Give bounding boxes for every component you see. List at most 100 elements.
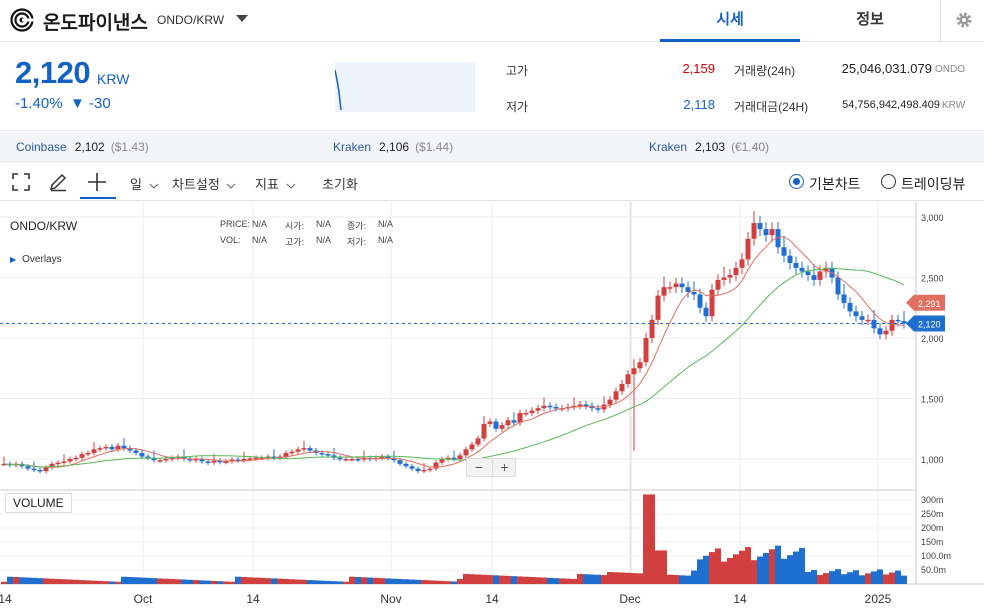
mini-price-chart — [334, 62, 475, 112]
chevron-down-icon — [227, 183, 236, 189]
exchange-item[interactable]: Kraken 2,103 (€1.40) — [649, 140, 769, 154]
candle-body — [301, 448, 307, 450]
volume-bar — [517, 576, 523, 584]
volume-bar — [625, 572, 631, 584]
ohlc-vol-value: N/A — [252, 235, 268, 245]
volume-bar — [289, 579, 295, 584]
exchange-item[interactable]: Coinbase 2,102 ($1.43) — [16, 140, 149, 154]
volume-bar — [403, 579, 409, 584]
volume-bar — [889, 572, 895, 584]
volume-label: 거래량(24h) — [734, 64, 796, 78]
settings-button[interactable] — [940, 0, 984, 42]
volume-tick-label: 200m — [921, 523, 944, 533]
candlestick-chart-svg[interactable]: 3,000 2,500 2,000 1,500 1,000 300m 250m 200m 150… — [0, 202, 984, 613]
candle-body — [799, 267, 805, 272]
candle-body — [607, 399, 613, 405]
chevron-down-icon[interactable] — [236, 15, 248, 23]
volume-bar — [697, 559, 703, 584]
overlays-toggle[interactable]: ▶ Overlays — [10, 254, 62, 265]
tab-info[interactable]: 정보 — [856, 11, 884, 28]
volume-bar — [445, 581, 451, 584]
change-amount: ▼ -30 — [70, 95, 111, 112]
high-value: 2,159 — [682, 61, 715, 76]
volume-bar — [97, 580, 103, 584]
volume-bar — [841, 574, 847, 584]
candle-body — [247, 458, 253, 460]
candle-body — [121, 445, 127, 449]
volume-bar — [115, 581, 121, 584]
volume-bar — [847, 572, 853, 584]
candle-body — [445, 457, 451, 460]
volume-bar — [763, 552, 769, 584]
exchange-name: Coinbase — [16, 140, 67, 154]
price-chart[interactable]: 3,000 2,500 2,000 1,500 1,000 300m 250m 200m 150… — [0, 202, 984, 613]
y-tick-label: 2,500 — [921, 274, 944, 284]
candle-body — [133, 450, 139, 453]
tab-price[interactable]: 시세 — [660, 0, 800, 42]
volume-bar — [91, 580, 97, 584]
candle-body — [355, 459, 361, 461]
candle-body — [25, 466, 31, 469]
coin-name[interactable]: 온도파이낸스 — [43, 13, 148, 34]
tradingview-radio[interactable] — [881, 174, 896, 189]
draw-pencil-icon[interactable] — [48, 172, 68, 192]
basic-chart-radio[interactable] — [789, 174, 804, 189]
candle-body — [157, 460, 163, 462]
volume-bar — [355, 577, 361, 584]
crosshair-tool-button[interactable] — [80, 169, 116, 199]
candle-body — [505, 420, 511, 426]
candle-body — [823, 267, 829, 272]
volume-bar — [685, 575, 691, 584]
candle-body — [661, 287, 667, 296]
indicators-menu[interactable]: 지표 — [255, 174, 296, 193]
candle-body — [625, 374, 631, 384]
ohlc-high-label: 고가: — [285, 237, 305, 247]
reset-button[interactable]: 초기화 — [322, 177, 358, 192]
exchange-fx: ($1.44) — [415, 140, 454, 154]
y-tick-label: 3,000 — [921, 213, 944, 223]
candle-body — [781, 247, 787, 256]
volume-bar — [571, 578, 577, 584]
interval-select[interactable]: 일 — [130, 174, 159, 193]
candle-body — [631, 368, 637, 375]
ma-short-line — [3, 236, 905, 468]
volume-bar — [121, 576, 127, 584]
zoom-in-button[interactable]: + — [492, 459, 516, 476]
overlays-label: Overlays — [22, 254, 62, 265]
volume-bar — [505, 575, 511, 584]
volume-bar — [229, 581, 235, 584]
coin-pair[interactable]: ONDO/KRW — [157, 13, 225, 27]
volume-bar — [709, 552, 715, 584]
zoom-out-button[interactable]: − — [474, 459, 484, 475]
volume-bar — [217, 581, 223, 584]
volume-bar — [487, 575, 493, 584]
fullscreen-icon[interactable] — [11, 172, 31, 192]
candle-body — [703, 307, 709, 317]
volume-bar — [25, 577, 31, 584]
exchange-item[interactable]: Kraken 2,106 ($1.44) — [333, 140, 453, 154]
volume-bar — [205, 580, 211, 584]
volume-bar — [883, 574, 889, 584]
volume-bar — [325, 580, 331, 584]
volume-bar — [595, 574, 601, 584]
candle-body — [613, 391, 619, 400]
basic-chart-label[interactable]: 기본차트 — [809, 176, 861, 192]
ohlc-low-value: N/A — [378, 235, 394, 245]
candle-body — [757, 223, 763, 230]
candle-body — [337, 457, 343, 460]
candle-body — [427, 468, 433, 471]
tradingview-label[interactable]: 트레이딩뷰 — [901, 176, 966, 192]
candle-body — [169, 457, 175, 460]
candle-body — [325, 454, 331, 456]
candle-body — [805, 271, 811, 276]
volume-bar — [727, 557, 733, 584]
chart-settings-label: 차트설정 — [172, 177, 220, 192]
chevron-down-icon — [286, 183, 295, 189]
candle-body — [853, 311, 859, 317]
chart-settings-menu[interactable]: 차트설정 — [172, 174, 236, 193]
candle-body — [817, 271, 823, 280]
trade-value-label: 거래대금(24H) — [734, 100, 809, 114]
candle-body — [481, 423, 487, 439]
volume-bar — [127, 577, 133, 584]
candle-body — [181, 456, 187, 459]
